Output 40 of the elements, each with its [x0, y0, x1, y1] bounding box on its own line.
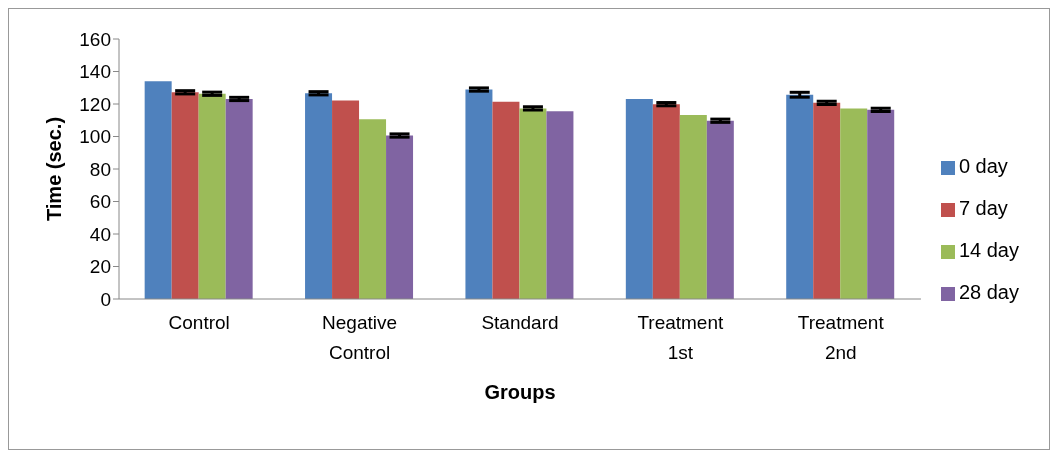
x-tick-label: Control [168, 312, 230, 333]
y-axis-title: Time (sec.) [43, 116, 66, 222]
y-tick-label: 100 [79, 126, 111, 148]
y-tick-label: 80 [89, 158, 111, 180]
legend-label: 0 day [958, 155, 1008, 177]
bar [786, 94, 814, 299]
bar [625, 98, 653, 299]
x-tick-label: Treatment 1st [637, 312, 725, 363]
bar [546, 111, 574, 299]
bar [144, 81, 172, 299]
y-tick-label: 0 [100, 288, 111, 310]
bar [867, 109, 895, 299]
y-tick-label: 20 [89, 256, 111, 278]
bar [519, 108, 547, 299]
y-tick-label: 40 [89, 223, 111, 245]
legend-label: 28 day [958, 281, 1019, 303]
bar [813, 102, 841, 299]
y-tick-label: 160 [79, 28, 111, 50]
x-tick-label: Negative Control [322, 312, 398, 363]
bar [706, 120, 734, 299]
bar [492, 101, 520, 299]
bar [198, 93, 226, 299]
bar [332, 100, 360, 299]
x-tick-label: Standard [481, 312, 559, 333]
x-tick-label: Treatment 2nd [797, 312, 885, 363]
bar [359, 119, 387, 299]
bar [679, 115, 707, 299]
bar [386, 135, 414, 299]
y-tick-label: 60 [89, 191, 111, 213]
legend-label: 14 day [958, 239, 1019, 261]
bar [840, 108, 868, 299]
bar [225, 98, 253, 299]
bar [465, 89, 493, 299]
bar [171, 92, 199, 299]
legend-label: 7 day [958, 197, 1008, 219]
y-tick-label: 120 [79, 93, 111, 115]
x-axis-title: Groups [484, 381, 556, 403]
bar [305, 93, 333, 299]
bar [652, 104, 680, 299]
y-tick-label: 140 [79, 61, 111, 83]
